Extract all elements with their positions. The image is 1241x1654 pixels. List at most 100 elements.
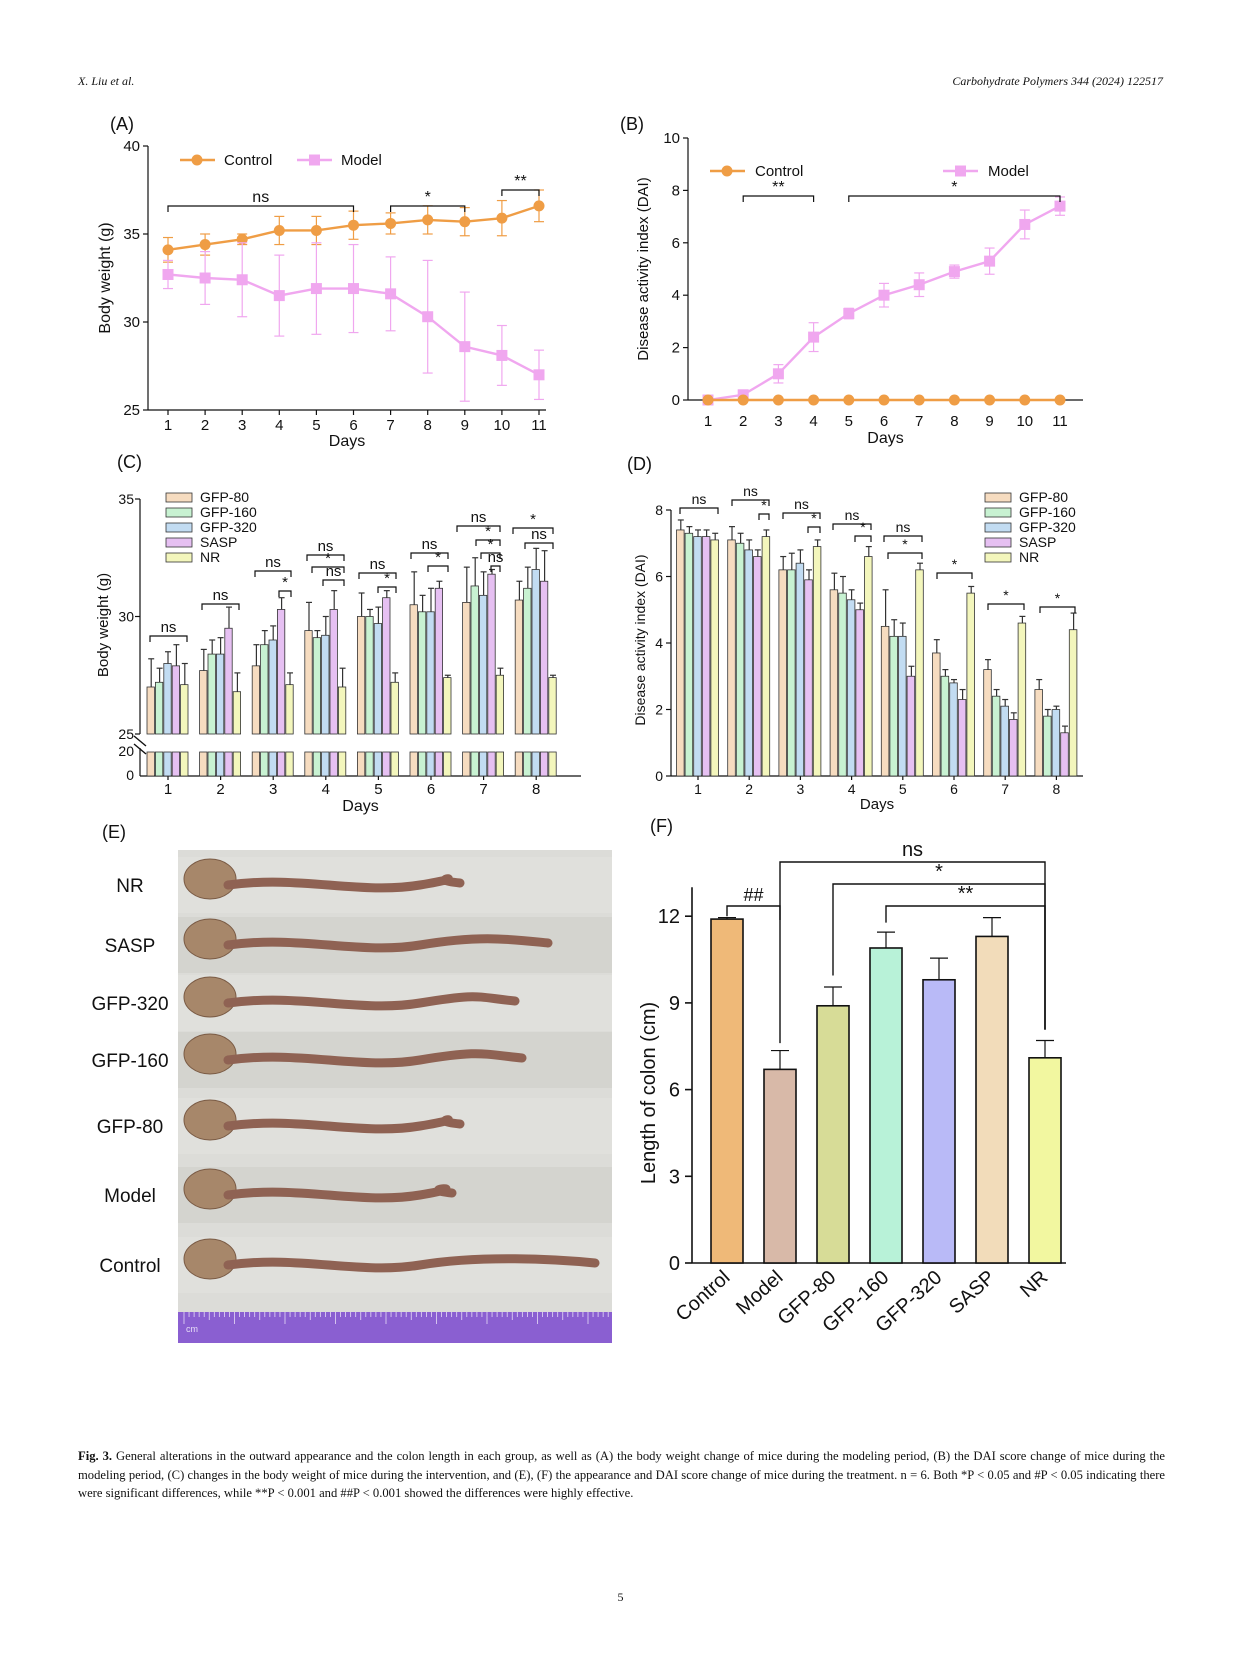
- panel-c-bar-lower: [154, 751, 164, 777]
- panel-c-bar: [356, 616, 366, 735]
- panel-a-series-1-point: [236, 274, 248, 286]
- panel-c-bar-lower: [285, 751, 294, 777]
- panel-d-bar: [804, 579, 813, 777]
- panel-a-ytick-label: 30: [123, 314, 140, 331]
- panel-c-annotation-16-label: ns: [531, 526, 547, 543]
- panel-c-annotation-2: ns: [254, 554, 292, 577]
- panel-a-xtick-label: 2: [201, 417, 209, 434]
- panel-e-cecum-3: [183, 1033, 237, 1075]
- panel-e-colon-0: [223, 874, 465, 893]
- panel-c-bar-lower: [390, 751, 399, 777]
- panel-e-row-label-1: SASP: [105, 936, 156, 957]
- panel-c-bar: [304, 630, 313, 735]
- panel-d-error-bar: [899, 622, 906, 637]
- panel-a-chart: 25 30 35 40 1 2 3 4 5 6 7 8 9 10 11 Days Body weight (g)…: [97, 138, 547, 450]
- panel-d-bar: [940, 675, 950, 777]
- panel-c-bar-lower: [409, 751, 418, 777]
- panel-d-annotation-8-label: *: [902, 536, 908, 552]
- panel-a-annotation-1-line: [390, 205, 466, 212]
- panel-c-annotation-16-line: [524, 542, 554, 549]
- panel-d-label: (D): [627, 454, 652, 474]
- panel-c-bar-lower: [276, 751, 286, 777]
- panel-c-bar-lower: [215, 751, 225, 777]
- panel-b-series-1-point: [772, 368, 784, 380]
- panel-e-ruler-body: [178, 1312, 612, 1343]
- panel-c-bar-lower: [329, 751, 338, 777]
- panel-d-bar: [676, 529, 685, 777]
- panel-e-row-label-2: GFP-320: [91, 994, 168, 1015]
- panel-c-bar-lower: [304, 751, 313, 777]
- panel-d-bar: [710, 539, 719, 777]
- panel-d-bar: [906, 675, 916, 777]
- panel-c-error-bar: [200, 648, 207, 671]
- panel-d-annotation-5-label: ns: [845, 507, 860, 523]
- panel-a-annotation-0-label: ns: [252, 189, 269, 206]
- panel-c-bar: [390, 681, 399, 735]
- panel-c-bar-lower: [478, 751, 488, 777]
- panel-d-xlabel: Days: [860, 796, 894, 813]
- panel-c-bar-lower: [462, 751, 471, 777]
- panel-f-annotation-3-line: [885, 905, 1046, 1030]
- panel-a-legend-marker-1: [309, 154, 320, 166]
- panel-b-xtick-label: 1: [704, 413, 712, 430]
- panel-a-xtick-label: 4: [275, 417, 283, 434]
- panel-c-xtick-label: 4: [322, 781, 330, 798]
- panel-d-bar: [864, 556, 873, 777]
- panel-d-annotation-5: ns: [832, 507, 872, 530]
- panel-d-bar: [778, 569, 787, 777]
- panel-b-series-0-point: [702, 394, 714, 406]
- panel-d-legend-swatch-4: [984, 552, 1012, 563]
- panel-a-annotation-0: ns: [167, 189, 355, 212]
- panel-d-xtick-label: 2: [745, 781, 753, 797]
- panel-d-bar: [983, 669, 992, 777]
- panel-d-error-bar: [951, 678, 957, 683]
- panel-d-annotation-1-line: [731, 499, 770, 506]
- panel-c-annotation-11-line: [456, 525, 501, 532]
- panel-d-error-bar: [993, 688, 1000, 697]
- panel-d-bar: [684, 532, 694, 777]
- panel-c-bar: [365, 616, 374, 735]
- panel-b-annotation-0-line: [742, 195, 815, 202]
- panel-c-error-bar: [516, 580, 523, 601]
- panel-a-series-1-err-down: [385, 293, 396, 332]
- panel-e-row-label-4: GFP-80: [97, 1117, 164, 1138]
- panel-b-series-0-point: [772, 394, 784, 406]
- panel-f-bar: [763, 1068, 797, 1264]
- panel-b-ytick-label: 2: [672, 340, 680, 357]
- panel-d-annotation-6-label: *: [860, 519, 866, 535]
- panel-d-bar: [1068, 629, 1078, 777]
- panel-d-bar: [991, 695, 1001, 777]
- panel-e-colon-5: [223, 1184, 457, 1203]
- panel-b-annotation-1-label: *: [951, 179, 957, 196]
- panel-a-ytick-label: 35: [123, 226, 140, 243]
- panel-c-annotation-14-line: [490, 565, 501, 572]
- panel-e-cecum-4: [183, 1099, 237, 1141]
- panel-d-error-bar: [882, 589, 889, 627]
- panel-d-annotation-0: ns: [679, 491, 719, 514]
- panel-d-annotation-9: *: [936, 556, 973, 579]
- panel-d-bar: [1060, 732, 1069, 777]
- panel-c-bar-lower: [426, 751, 435, 777]
- panel-c-annotation-7-line: [358, 572, 397, 579]
- panel-d-annotation-3-label: ns: [794, 496, 809, 512]
- panel-c-bar-lower: [443, 751, 452, 777]
- panel-f-bar: [1028, 1057, 1062, 1264]
- panel-d-annotation-11: *: [1039, 590, 1076, 613]
- panel-d-annotation-2-line: [758, 513, 770, 520]
- panel-c-annotation-12-line: [475, 539, 501, 546]
- panel-a-ytick-label: 25: [123, 402, 140, 419]
- panel-c-bar-lower: [470, 751, 479, 777]
- panel-c-annotation-14-label: ns: [488, 549, 504, 566]
- panel-f-ytick-label: 0: [669, 1253, 680, 1275]
- panel-d-error-bar: [763, 529, 770, 537]
- panel-c-bar: [146, 686, 155, 735]
- panel-b-series-1-point: [948, 266, 960, 278]
- panel-c-error-bar: [261, 629, 268, 645]
- panel-a-ylabel: Body weight (g): [97, 222, 114, 333]
- panel-c-error-bar: [524, 566, 531, 589]
- panel-c-annotation-0: ns: [149, 619, 188, 642]
- panel-c-bar: [251, 665, 260, 735]
- panel-d-error-bar: [729, 526, 735, 540]
- panel-d-bar: [753, 556, 762, 777]
- panel-c-bar-lower: [199, 751, 208, 777]
